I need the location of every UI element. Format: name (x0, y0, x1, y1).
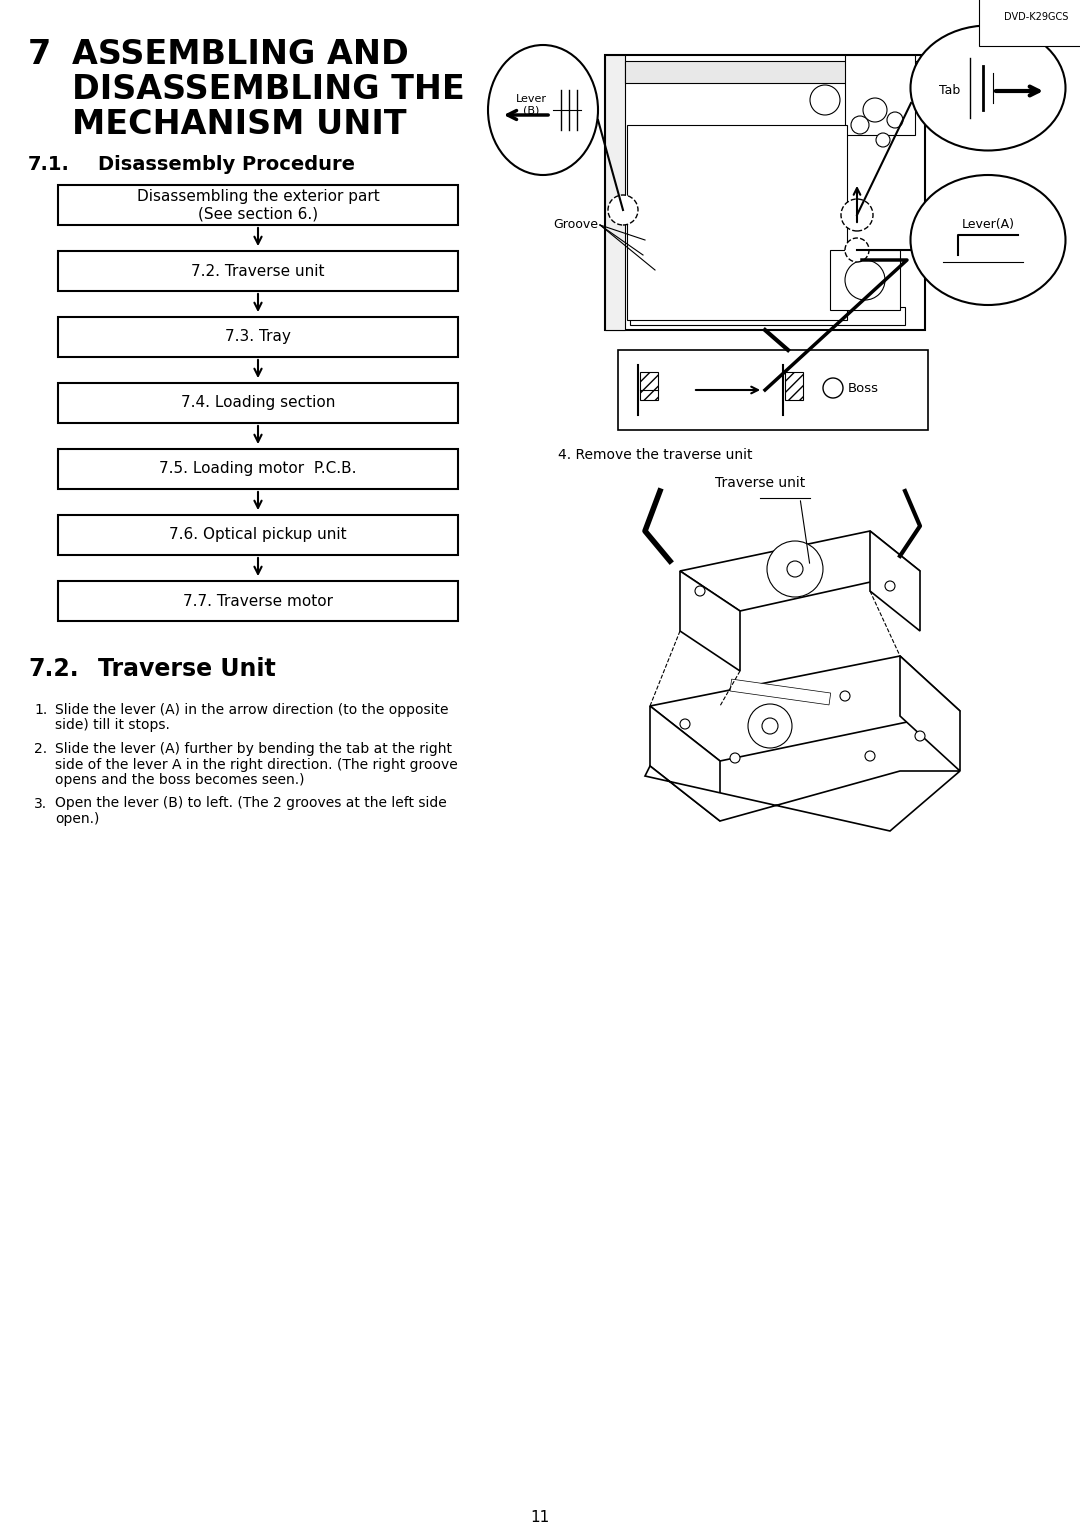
Text: DISASSEMBLING THE: DISASSEMBLING THE (72, 73, 464, 105)
Circle shape (915, 730, 924, 741)
Circle shape (673, 138, 816, 283)
Circle shape (823, 377, 843, 397)
Circle shape (730, 753, 740, 762)
Text: 3.: 3. (33, 796, 48, 810)
Circle shape (840, 691, 850, 701)
Text: 4. Remove the traverse unit: 4. Remove the traverse unit (558, 448, 753, 461)
Polygon shape (650, 656, 960, 761)
Text: Traverse Unit: Traverse Unit (98, 657, 275, 681)
Bar (730, 678, 831, 704)
Text: Disassembling the exterior part: Disassembling the exterior part (137, 188, 379, 203)
Circle shape (762, 718, 778, 733)
Ellipse shape (488, 44, 598, 176)
Bar (625, 61, 924, 83)
Circle shape (680, 720, 690, 729)
Text: 7.3. Tray: 7.3. Tray (225, 330, 291, 344)
Circle shape (740, 205, 750, 215)
Circle shape (863, 98, 887, 122)
Text: 7.5. Loading motor  P.C.B.: 7.5. Loading motor P.C.B. (159, 461, 356, 477)
Text: Lever
(B): Lever (B) (515, 95, 546, 116)
Bar (58, 449, 458, 489)
Bar (58, 581, 458, 620)
Text: opens and the boss becomes seen.): opens and the boss becomes seen.) (55, 773, 305, 787)
Polygon shape (680, 571, 740, 671)
Text: 2.: 2. (33, 743, 48, 756)
Text: Open the lever (B) to left. (The 2 grooves at the left side: Open the lever (B) to left. (The 2 groov… (55, 796, 447, 810)
Text: side) till it stops.: side) till it stops. (55, 718, 170, 732)
Polygon shape (645, 766, 960, 831)
Text: DVD-K29GCS: DVD-K29GCS (1003, 12, 1068, 21)
Circle shape (767, 541, 823, 597)
Bar (618, 350, 928, 429)
Text: 7.2.: 7.2. (28, 657, 79, 681)
Bar (831, 251, 900, 310)
Ellipse shape (910, 26, 1066, 150)
Circle shape (876, 133, 890, 147)
Text: 11: 11 (530, 1510, 550, 1525)
Text: 7.6. Optical pickup unit: 7.6. Optical pickup unit (170, 527, 347, 542)
Bar (58, 316, 458, 358)
Bar (58, 185, 458, 225)
Bar (58, 384, 458, 423)
Bar (785, 371, 804, 400)
Bar (605, 55, 924, 330)
Circle shape (841, 199, 873, 231)
Text: Disassembly Procedure: Disassembly Procedure (98, 154, 355, 174)
Polygon shape (680, 532, 920, 611)
Text: 7.4. Loading section: 7.4. Loading section (180, 396, 335, 411)
Circle shape (787, 561, 804, 578)
Circle shape (845, 260, 885, 299)
Text: Slide the lever (A) in the arrow direction (to the opposite: Slide the lever (A) in the arrow directi… (55, 703, 448, 717)
Circle shape (865, 750, 875, 761)
Circle shape (608, 196, 638, 225)
Text: MECHANISM UNIT: MECHANISM UNIT (72, 108, 406, 141)
Text: Groove: Groove (553, 219, 598, 232)
Text: 7.1.: 7.1. (28, 154, 70, 174)
Circle shape (887, 112, 903, 128)
Circle shape (748, 704, 792, 749)
Circle shape (731, 196, 759, 225)
Text: Boss: Boss (848, 382, 879, 394)
Text: 7.7. Traverse motor: 7.7. Traverse motor (183, 593, 333, 608)
Text: (See section 6.): (See section 6.) (198, 206, 319, 222)
Bar (627, 125, 847, 319)
Text: side of the lever A in the right direction. (The right groove: side of the lever A in the right directi… (55, 758, 458, 772)
Text: ASSEMBLING AND: ASSEMBLING AND (72, 38, 408, 70)
Polygon shape (900, 656, 960, 772)
Text: Traverse unit: Traverse unit (715, 477, 805, 490)
Bar (640, 371, 658, 400)
Text: 7: 7 (28, 38, 51, 70)
Bar (605, 55, 625, 330)
Bar (630, 307, 905, 325)
Circle shape (851, 116, 869, 134)
Text: Lever(A): Lever(A) (961, 219, 1014, 231)
Bar (845, 55, 915, 134)
Text: Slide the lever (A) further by bending the tab at the right: Slide the lever (A) further by bending t… (55, 743, 453, 756)
Text: open.): open.) (55, 811, 99, 827)
Circle shape (845, 238, 869, 261)
Text: Tab: Tab (940, 84, 960, 98)
Text: 7.2. Traverse unit: 7.2. Traverse unit (191, 263, 325, 278)
Ellipse shape (910, 176, 1066, 306)
Bar (58, 515, 458, 555)
Bar (58, 251, 458, 290)
Circle shape (885, 581, 895, 591)
Polygon shape (870, 532, 920, 631)
Circle shape (696, 587, 705, 596)
Polygon shape (650, 706, 720, 821)
Circle shape (810, 86, 840, 115)
Text: 1.: 1. (33, 703, 48, 717)
